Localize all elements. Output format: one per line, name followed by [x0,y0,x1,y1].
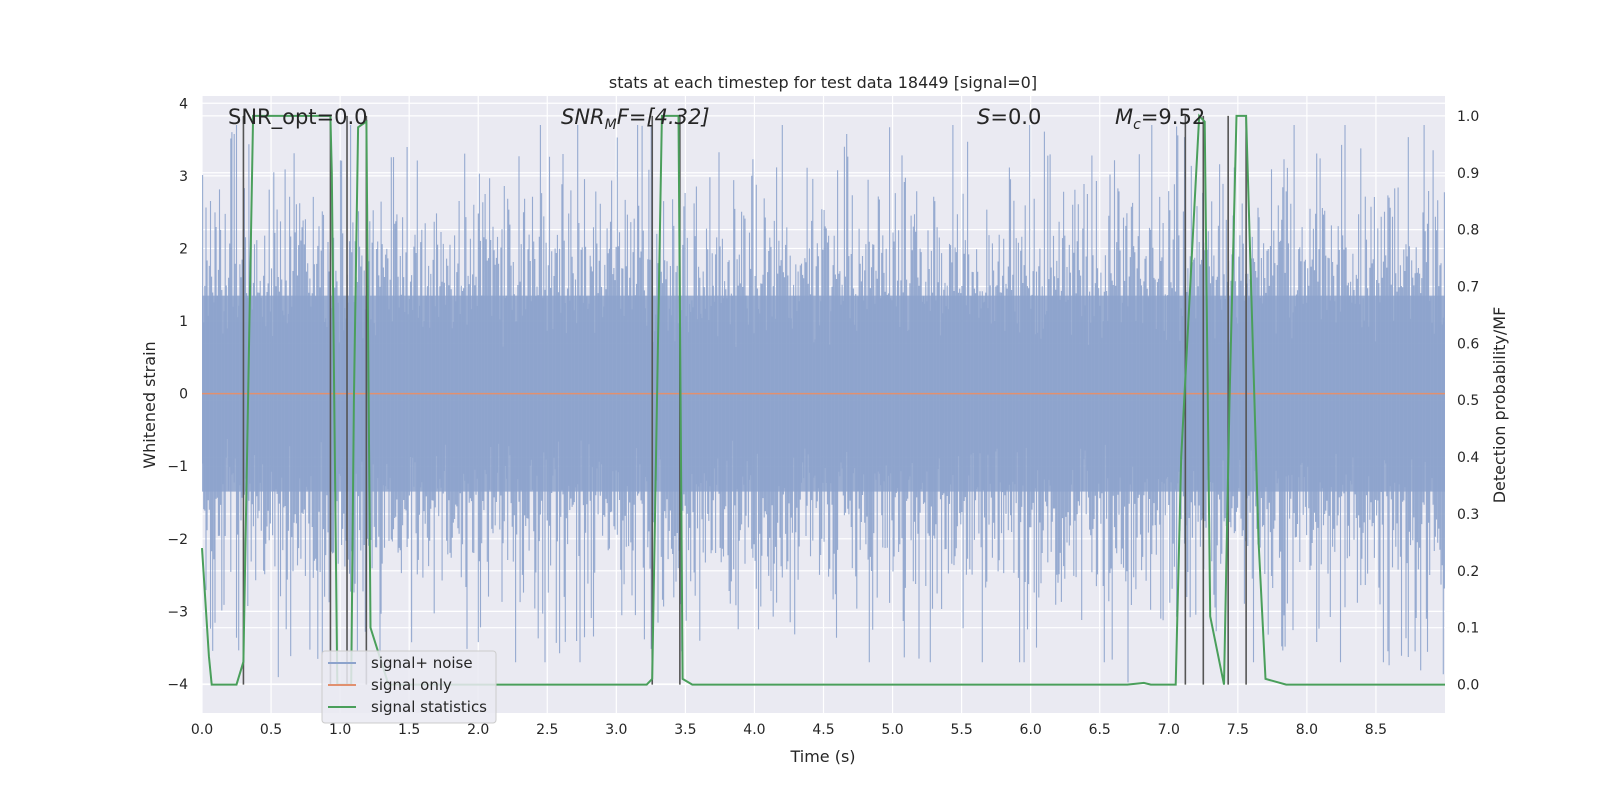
y2-tick-label: 0.7 [1457,280,1479,296]
y2-axis-label: Detection probability/MF [1490,307,1509,504]
y2-tick-label: 0.6 [1457,336,1479,352]
x-tick-label: 1.0 [329,722,351,738]
y2-tick-label: 0.2 [1457,564,1479,580]
annotation-s: S=0.0 [977,105,1041,129]
signal-statistics-line [201,113,1445,686]
x-tick-label: 8.0 [1296,722,1318,738]
x-tick-label: 5.5 [950,722,972,738]
y-tick-label: 1 [179,314,188,330]
y2-tick-label: 0.4 [1457,450,1479,466]
y2-tick-label: 1.0 [1457,109,1479,125]
y-axis-label: Whitened strain [140,341,159,468]
snr-mf-value: F=[4.32] [617,105,710,129]
x-tick-label: 6.0 [1020,722,1042,738]
annotation-snr-opt: SNR_opt=0.0 [228,105,368,130]
mc-subscript: c [1133,117,1141,133]
y2-tick-label: 0.8 [1457,223,1479,239]
y-tick-label: −2 [167,532,188,548]
s-symbol: S [977,105,990,129]
x-tick-label: 0.5 [260,722,282,738]
y-tick-label: 0 [179,387,188,403]
chart-title: stats at each timestep for test data 184… [609,73,1037,92]
x-tick-label: 2.5 [536,722,558,738]
x-tick-label: 7.0 [1158,722,1180,738]
s-value: =0.0 [990,105,1041,129]
x-ticks: 0.0 0.5 1.0 1.5 2.0 2.5 3.0 3.5 4.0 4.5 5.0 5.5 6.0 6… [191,722,1387,738]
annotation-mc: Mc=9.52 [1115,105,1205,133]
x-tick-label: 8.5 [1365,722,1387,738]
mc-symbol: M [1115,105,1133,129]
y2-tick-label: 0.0 [1457,678,1479,694]
x-tick-label: 3.0 [605,722,627,738]
legend-label-noise: signal+ noise [371,654,473,672]
x-tick-label: 7.5 [1227,722,1249,738]
mc-value: =9.52 [1141,105,1205,129]
y2-tick-label: 0.1 [1457,621,1479,637]
y2-tick-label: 0.3 [1457,507,1479,523]
y-right-ticks: 1.0 0.9 0.8 0.7 0.6 0.5 0.4 0.3 0.2 0.1 0.0 [1457,109,1479,694]
x-tick-label: 0.0 [191,722,213,738]
x-tick-label: 2.0 [467,722,489,738]
legend-box [321,650,497,724]
x-tick-label: 3.5 [674,722,696,738]
legend-label-statistics: signal statistics [371,698,487,716]
y-tick-label: −3 [167,604,188,620]
x-axis-label: Time (s) [789,747,855,766]
x-tick-label: 1.5 [398,722,420,738]
legend-label-signal-only: signal only [371,676,452,694]
y2-tick-label: 0.9 [1457,166,1479,182]
y-tick-label: 3 [179,169,188,185]
y-tick-label: 4 [179,96,188,112]
legend: signal+ noise signal only signal statist… [321,650,497,724]
x-tick-label: 5.0 [881,722,903,738]
y-left-ticks: 4 3 2 1 0 −1 −2 −3 −4 [167,96,188,693]
snr-mf-subscript: M [605,117,617,133]
snr-mf-symbol: SNR [561,105,605,129]
x-tick-label: 6.5 [1089,722,1111,738]
annotation-snr-mf: SNRMF=[4.32] [561,105,710,133]
x-tick-label: 4.5 [812,722,834,738]
y-tick-label: 2 [179,241,188,257]
y-tick-label: −1 [167,459,188,475]
y-tick-label: −4 [167,677,188,693]
y2-tick-label: 0.5 [1457,393,1479,409]
x-tick-label: 4.0 [743,722,765,738]
